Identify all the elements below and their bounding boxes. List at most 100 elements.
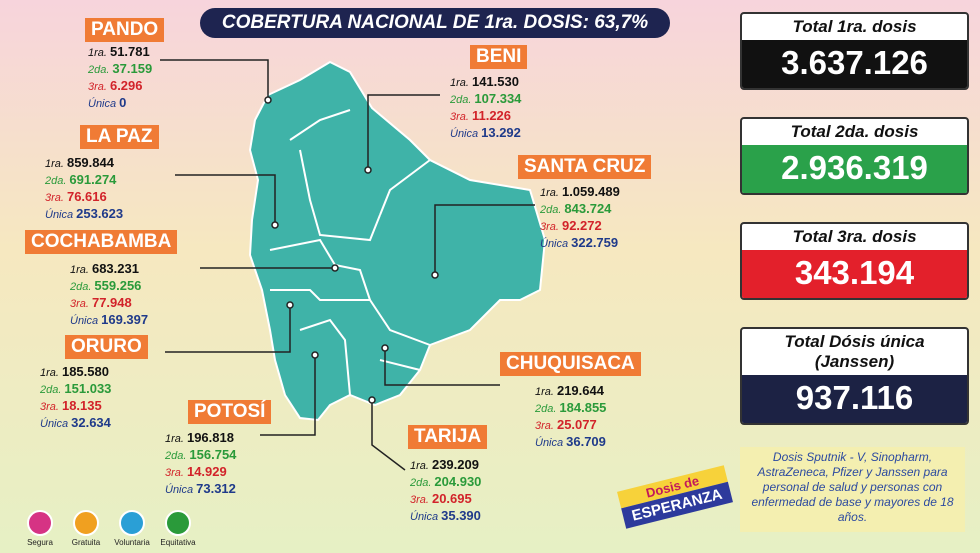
total-label: Total 1ra. dosis bbox=[792, 17, 917, 36]
dose-label: 1ra. bbox=[165, 433, 184, 445]
badge-icon bbox=[119, 510, 145, 536]
dose-label: 1ra. bbox=[540, 187, 559, 199]
dose-row: Única 169.397 bbox=[70, 312, 148, 329]
department-name: ORURO bbox=[65, 335, 148, 359]
badge: Segura bbox=[18, 510, 62, 547]
dose-row: 2da. 156.754 bbox=[165, 447, 236, 464]
dose-row: 1ra. 683.231 bbox=[70, 261, 148, 278]
dose-value: 204.930 bbox=[434, 474, 482, 489]
dose-row: 1ra. 141.530 bbox=[450, 74, 521, 91]
dose-label: 3ra. bbox=[45, 192, 64, 204]
dose-label: 3ra. bbox=[450, 111, 469, 123]
dose-value: 36.709 bbox=[566, 434, 606, 449]
dose-label: 3ra. bbox=[535, 420, 554, 432]
total-box: Total 1ra. dosis 3.637.126 bbox=[740, 12, 969, 90]
total-label: Total Dósis única (Janssen) bbox=[784, 332, 925, 371]
dose-label: 3ra. bbox=[40, 401, 59, 413]
dose-label: 1ra. bbox=[70, 264, 89, 276]
department-name: POTOSÍ bbox=[188, 400, 272, 424]
dose-label: Única bbox=[410, 511, 439, 523]
department-stats: 1ra. 219.644 2da. 184.855 3ra. 25.077 Única 36.… bbox=[535, 383, 606, 451]
badge-icon bbox=[27, 510, 53, 536]
dose-label: 1ra. bbox=[410, 460, 429, 472]
department-stats: 1ra. 683.231 2da. 559.256 3ra. 77.948 Única 169… bbox=[70, 261, 148, 329]
dose-row: Única 13.292 bbox=[450, 125, 521, 142]
dose-value: 239.209 bbox=[431, 457, 479, 472]
dose-row: Única 32.634 bbox=[40, 415, 111, 432]
dose-label: 2da. bbox=[40, 384, 62, 396]
total-box: Total Dósis única (Janssen) 937.116 bbox=[740, 327, 969, 425]
dose-row: 1ra. 51.781 bbox=[88, 44, 152, 61]
dose-label: Única bbox=[165, 484, 194, 496]
dose-value: 107.334 bbox=[474, 91, 522, 106]
dose-value: 32.634 bbox=[71, 415, 111, 430]
dose-row: 3ra. 18.135 bbox=[40, 398, 111, 415]
dose-value: 11.226 bbox=[471, 108, 512, 123]
dose-row: 3ra. 6.296 bbox=[88, 78, 152, 95]
dose-value: 559.256 bbox=[94, 278, 142, 293]
dose-row: 3ra. 25.077 bbox=[535, 417, 606, 434]
badge-label: Voluntaria bbox=[114, 538, 150, 547]
dose-label: 3ra. bbox=[88, 81, 107, 93]
total-value: 343.194 bbox=[742, 250, 967, 298]
dose-row: 2da. 151.033 bbox=[40, 381, 111, 398]
dose-row: 2da. 559.256 bbox=[70, 278, 148, 295]
badge: Gratuita bbox=[64, 510, 108, 547]
total-label: Total 2da. dosis bbox=[790, 122, 919, 141]
dose-value: 219.644 bbox=[556, 383, 604, 398]
total-box: Total 3ra. dosis 343.194 bbox=[740, 222, 969, 300]
dose-row: Única 0 bbox=[88, 95, 152, 112]
dose-value: 51.781 bbox=[109, 44, 150, 59]
department-stats: 1ra. 239.209 2da. 204.930 3ra. 20.695 Única 35.… bbox=[410, 457, 481, 525]
dose-label: 2da. bbox=[410, 477, 432, 489]
dose-row: 3ra. 20.695 bbox=[410, 491, 481, 508]
dose-label: 3ra. bbox=[70, 298, 89, 310]
title: COBERTURA NACIONAL DE 1ra. DOSIS: 63,7% bbox=[200, 8, 670, 38]
dose-row: 2da. 204.930 bbox=[410, 474, 481, 491]
department-stats: 1ra. 1.059.489 2da. 843.724 3ra. 92.272 Única 3… bbox=[540, 184, 620, 252]
total-value: 937.116 bbox=[742, 375, 967, 423]
dose-value: 691.274 bbox=[69, 172, 117, 187]
dose-value: 6.296 bbox=[109, 78, 143, 93]
badge-label: Equitativa bbox=[160, 538, 196, 547]
department-name: PANDO bbox=[85, 18, 165, 42]
dose-label: 3ra. bbox=[410, 494, 429, 506]
dose-row: 1ra. 859.844 bbox=[45, 155, 123, 172]
dose-row: 3ra. 76.616 bbox=[45, 189, 123, 206]
dose-label: Única bbox=[45, 209, 74, 221]
dose-label: 2da. bbox=[450, 94, 472, 106]
dose-label: 1ra. bbox=[40, 367, 59, 379]
total-label: Total 3ra. dosis bbox=[792, 227, 917, 246]
department-name: CHUQUISACA bbox=[500, 352, 641, 376]
dose-value: 92.272 bbox=[561, 218, 602, 233]
dose-value: 0 bbox=[119, 95, 127, 110]
dose-row: Única 36.709 bbox=[535, 434, 606, 451]
department-stats: 1ra. 141.530 2da. 107.334 3ra. 11.226 Única 13.… bbox=[450, 74, 521, 142]
department-stats: 1ra. 196.818 2da. 156.754 3ra. 14.929 Única 73.… bbox=[165, 430, 236, 498]
dose-row: 3ra. 92.272 bbox=[540, 218, 620, 235]
dose-row: 1ra. 239.209 bbox=[410, 457, 481, 474]
dose-value: 13.292 bbox=[481, 125, 521, 140]
dose-label: 2da. bbox=[540, 204, 562, 216]
dose-value: 169.397 bbox=[101, 312, 149, 327]
dose-row: 1ra. 185.580 bbox=[40, 364, 111, 381]
dose-row: 3ra. 11.226 bbox=[450, 108, 521, 125]
dose-value: 253.623 bbox=[76, 206, 124, 221]
dose-label: Única bbox=[88, 98, 117, 110]
total-box: Total 2da. dosis 2.936.319 bbox=[740, 117, 969, 195]
department-name: BENI bbox=[470, 45, 528, 69]
dose-label: Única bbox=[540, 238, 569, 250]
dose-value: 859.844 bbox=[66, 155, 114, 170]
department-name: LA PAZ bbox=[80, 125, 159, 149]
dose-row: 2da. 691.274 bbox=[45, 172, 123, 189]
badge-icon bbox=[165, 510, 191, 536]
dose-label: Única bbox=[535, 437, 564, 449]
dose-value: 683.231 bbox=[91, 261, 139, 276]
note: Dosis Sputnik - V, Sinopharm, AstraZenec… bbox=[740, 447, 965, 532]
dose-label: 2da. bbox=[165, 450, 187, 462]
badge: Equitativa bbox=[156, 510, 200, 547]
department-stats: 1ra. 185.580 2da. 151.033 3ra. 18.135 Única 32.… bbox=[40, 364, 111, 432]
dose-value: 185.580 bbox=[61, 364, 109, 379]
dose-row: Única 73.312 bbox=[165, 481, 236, 498]
